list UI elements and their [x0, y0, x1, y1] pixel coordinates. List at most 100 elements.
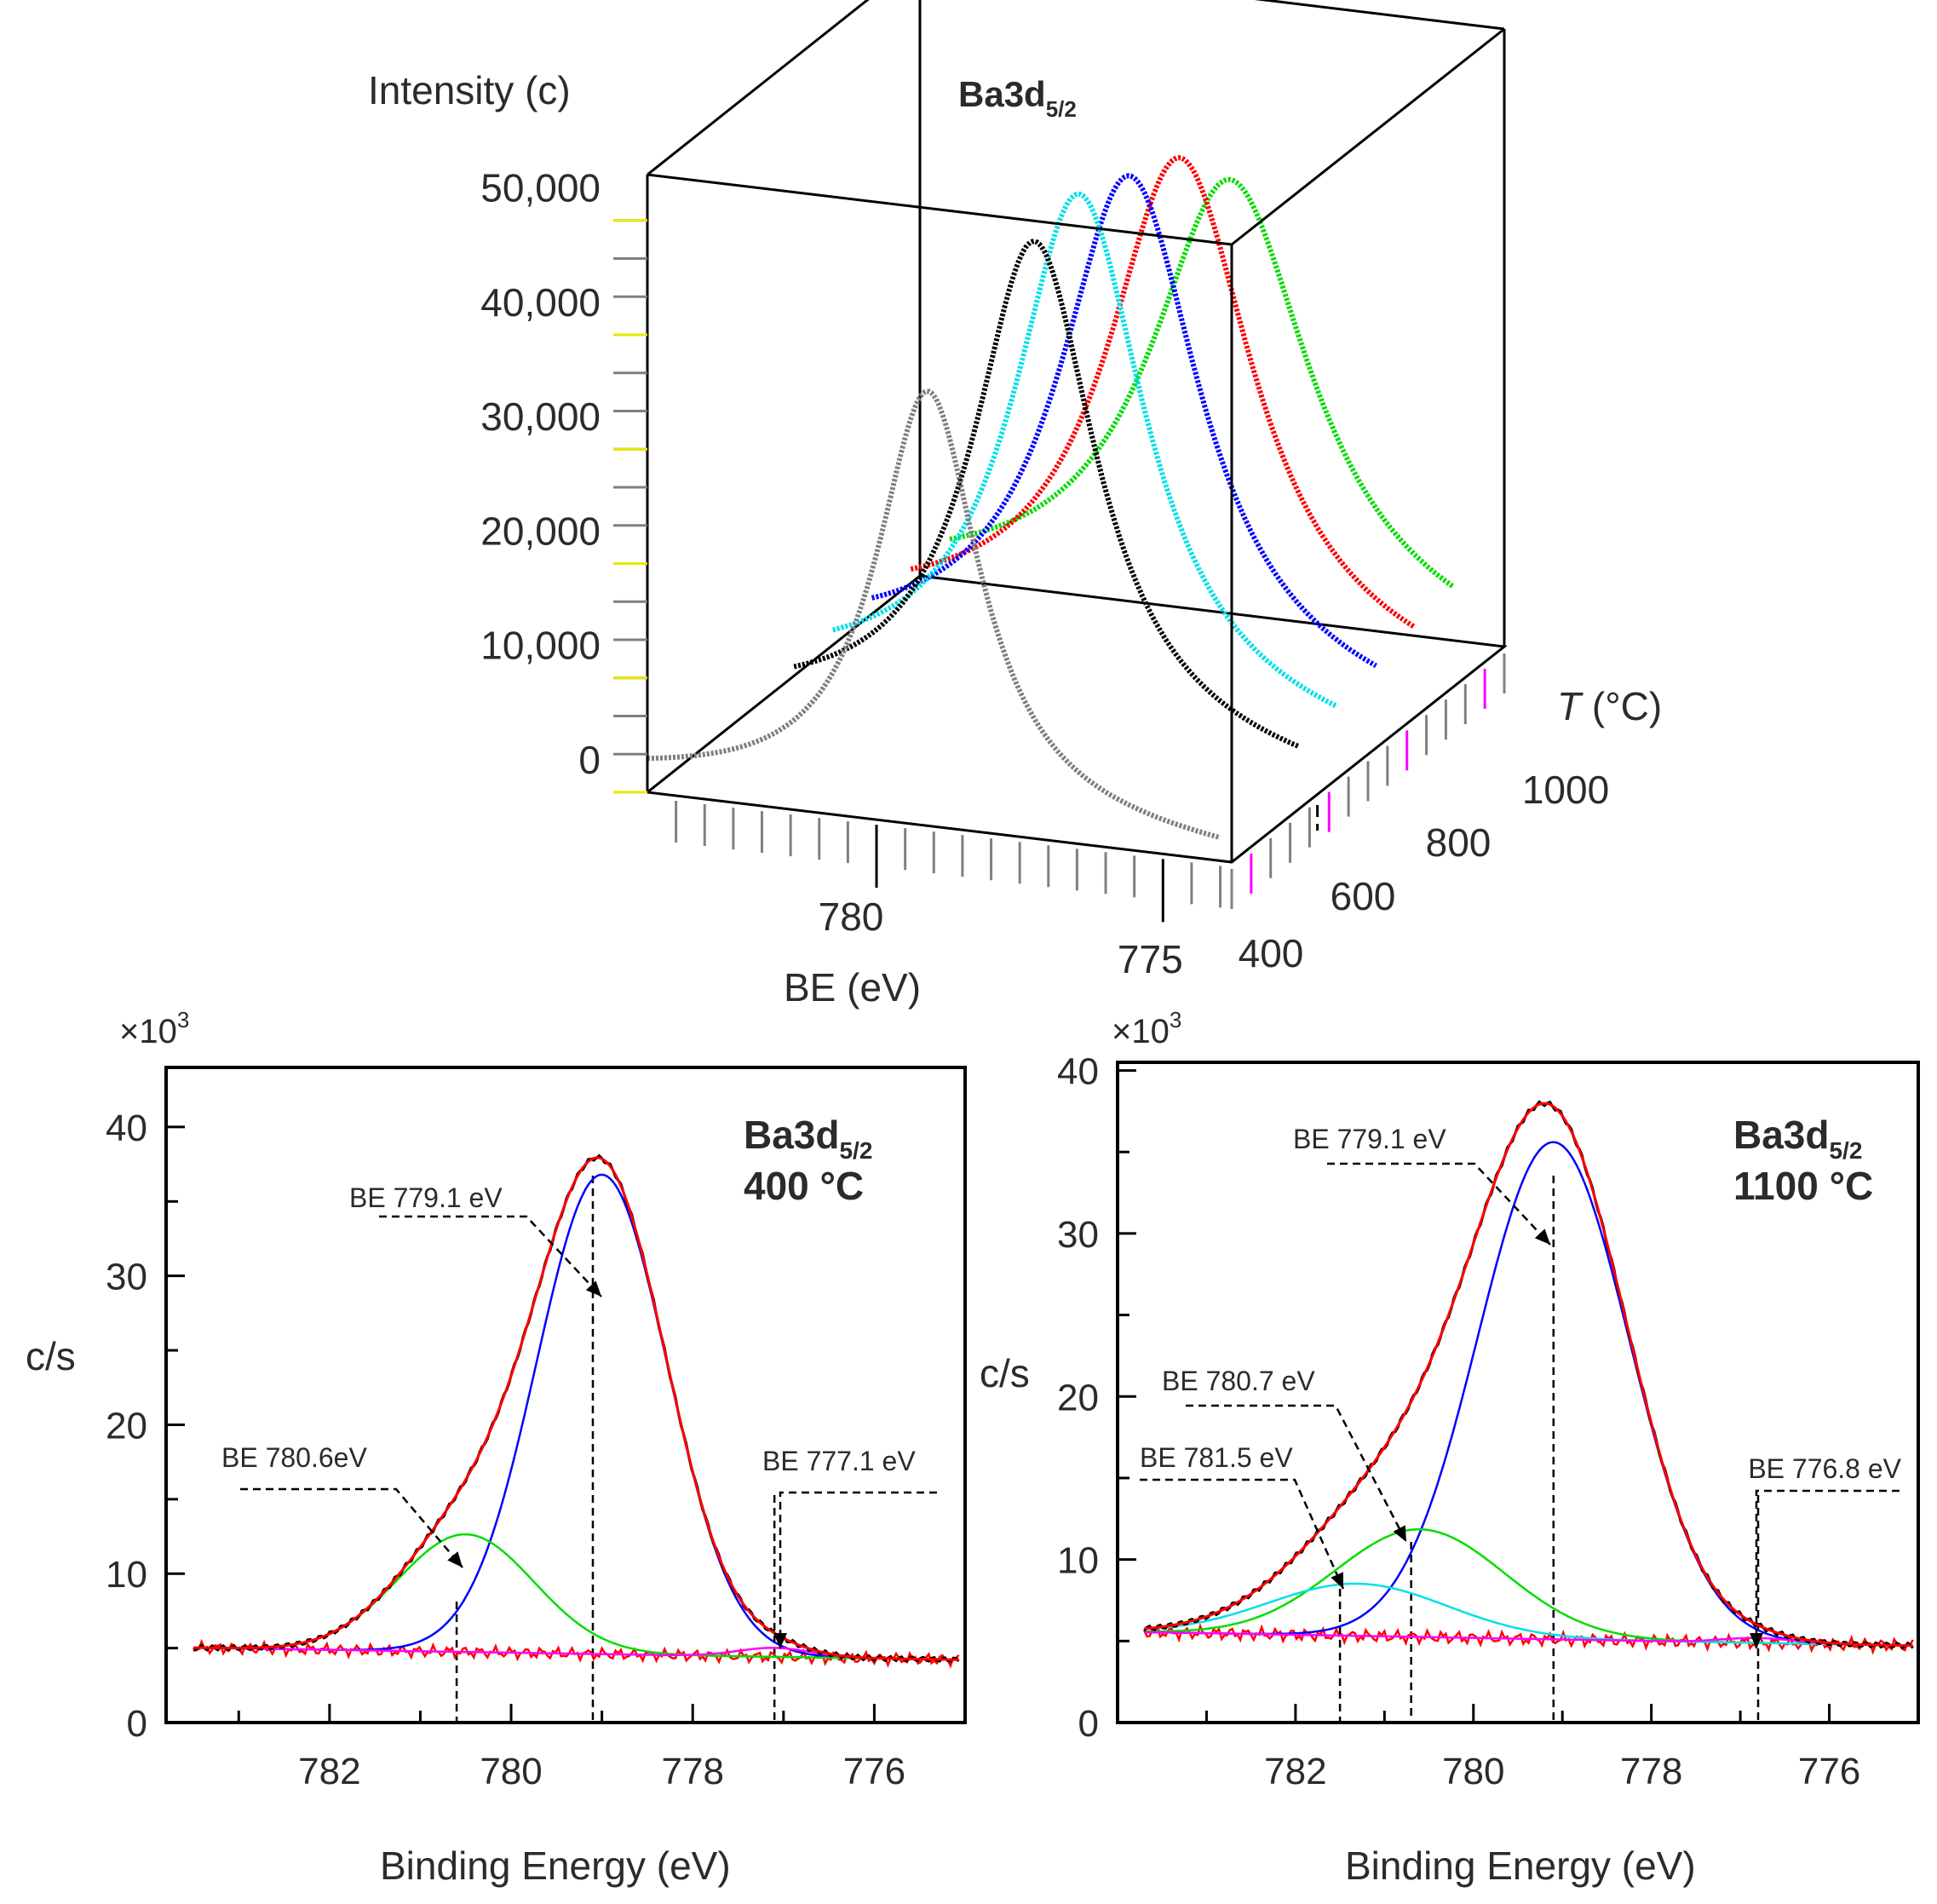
annotation-label: BE 779.1 eV: [1293, 1124, 1446, 1154]
annotation-arrowhead: [773, 1633, 787, 1648]
annotations: BE 780.6eV BE 779.1 eV BE 777.1 eV: [221, 1182, 937, 1648]
chart-title: Ba3d5/2: [958, 74, 1077, 122]
multiplier-label: ×103: [119, 1007, 189, 1050]
annotation-arrowhead: [1331, 1572, 1343, 1589]
annotation-arrowhead: [1534, 1228, 1550, 1245]
waterfall-3d-chart: 0 10,000 20,000 30,000 40,000 50,000 780 775 400…: [368, 0, 1662, 1010]
y-tick-label: 10: [106, 1554, 147, 1596]
panel-temperature: 1100 °C: [1733, 1164, 1873, 1208]
annotation-leader: [379, 1215, 602, 1297]
left-top-edge: [647, 0, 870, 176]
y-tick-label: 40,000: [480, 280, 601, 325]
front-top-edge: [647, 173, 1233, 246]
spectrum-600C: [793, 239, 1300, 749]
x-tick-label: 778: [1620, 1751, 1682, 1792]
z-tick-label: 400: [1239, 931, 1304, 975]
annotation-leader: [1327, 1162, 1551, 1245]
annotation-label: BE 780.6eV: [221, 1442, 367, 1473]
annotation-leader: [240, 1487, 463, 1568]
y-tick-label: 0: [1078, 1703, 1099, 1745]
envelope-fit: [1144, 1102, 1913, 1648]
axis-ticks: 0 10 20 30 40 782 780 778 776: [1057, 1051, 1920, 1792]
x-tick-label: 775: [1118, 937, 1183, 981]
annotation-leader: [779, 1491, 937, 1648]
panel-1100C: 0 10 20 30 40 782 780 778 776 BE 779.1 eV BE 780.…: [980, 1007, 1920, 1888]
annotation-arrowhead: [585, 1280, 601, 1297]
right-top-edge: [1231, 27, 1505, 246]
component-776-8: [1144, 1631, 1913, 1647]
fit-curves: [1143, 1100, 1914, 1655]
plot-frame: [1116, 1061, 1920, 1724]
z-tick-label: 800: [1426, 820, 1492, 865]
y-tick-label: 20: [1057, 1377, 1099, 1418]
panel-temperature: 400 °C: [744, 1164, 864, 1208]
x-tick-label: 780: [1442, 1751, 1504, 1792]
y-axis-title: c/s: [980, 1351, 1030, 1395]
z-axis-title-unit: (°C): [1581, 684, 1662, 728]
y-axis-title: Intensity (c): [368, 68, 571, 112]
x-tick-label: 776: [843, 1751, 905, 1792]
chart-title-main: Ba3d: [958, 74, 1046, 114]
x-tick-label: 782: [1264, 1751, 1326, 1792]
x-tick-label: 780: [819, 894, 884, 939]
back-top-edge: [1254, 0, 1505, 31]
fit-curves: [193, 1153, 960, 1669]
z-tick-label: 1000: [1522, 768, 1609, 812]
x-axis-title: Binding Energy (eV): [1345, 1844, 1696, 1888]
x-axis-title: BE (eV): [784, 965, 921, 1010]
spectrum-700C: [832, 191, 1339, 709]
y-axis-title: c/s: [26, 1334, 76, 1378]
z-axis-title: T (°C): [1557, 684, 1662, 728]
envelope-fit: [193, 1156, 959, 1661]
plot-frame: [164, 1066, 967, 1724]
measured-spectrum: [193, 1153, 960, 1663]
panel-400C: 0 10 20 30 40 782 780 778 776 BE 780.6eV BE 779.1…: [26, 1007, 967, 1888]
z-axis-title-italic: T: [1557, 684, 1584, 728]
annotation-arrowhead: [447, 1551, 463, 1567]
y-tick-label: 40: [1057, 1051, 1099, 1093]
annotation-arrowhead: [1750, 1633, 1763, 1648]
x-tick-label: 780: [480, 1751, 542, 1792]
annotations: BE 779.1 eV BE 780.7 eV BE 781.5 eV BE 776.…: [1140, 1124, 1902, 1648]
axis-ticks: 0 10,000 20,000 30,000 40,000 50,000 780 775 400…: [480, 166, 1609, 981]
y-tick-label: 30,000: [480, 394, 601, 439]
annotation-label: BE 777.1 eV: [762, 1446, 916, 1476]
y-tick-label: 0: [127, 1703, 147, 1745]
multiplier-label: ×103: [1112, 1007, 1181, 1050]
chart-title-subscript: 5/2: [1046, 96, 1077, 122]
panel-title: Ba3d5/2: [1733, 1113, 1862, 1164]
x-axis-title: Binding Energy (eV): [380, 1844, 731, 1888]
y-tick-label: 30: [1057, 1214, 1099, 1256]
annotation-droplines: [455, 1176, 776, 1723]
box-floor: [644, 574, 1508, 864]
box-front-edges: [646, 27, 1505, 862]
x-tick-label: 776: [1798, 1751, 1860, 1792]
spectrum-1000C: [949, 176, 1456, 590]
annotation-label: BE 776.8 eV: [1748, 1453, 1901, 1484]
panel-title: Ba3d5/2: [744, 1113, 872, 1164]
y-tick-label: 20,000: [480, 509, 601, 553]
annotation-leader: [1755, 1489, 1900, 1648]
y-tick-label: 0: [578, 738, 601, 782]
box-back-edges: [647, 0, 1506, 647]
annotation-arrowhead: [1393, 1525, 1406, 1542]
annotation-droplines: [1338, 1176, 1760, 1723]
y-tick-label: 50,000: [480, 166, 601, 210]
spectra-curves: [647, 155, 1456, 841]
y-tick-label: 20: [106, 1405, 147, 1447]
y-tick-label: 10,000: [480, 624, 601, 668]
x-tick-label: 782: [298, 1751, 360, 1792]
axis-ticks: 0 10 20 30 40 782 780 778 776: [106, 1107, 967, 1792]
y-tick-label: 30: [106, 1257, 147, 1298]
floor-outline: [644, 574, 1508, 864]
component-781-5: [1144, 1582, 1913, 1647]
annotation-leader: [1140, 1478, 1345, 1590]
component-779-1: [193, 1173, 959, 1661]
annotation-label: BE 779.1 eV: [349, 1182, 503, 1213]
spectrum-400C: [647, 388, 1221, 841]
y-tick-label: 10: [1057, 1540, 1099, 1582]
y-tick-label: 40: [106, 1107, 147, 1149]
annotation-label: BE 780.7 eV: [1162, 1366, 1315, 1396]
spectrum-800C: [871, 173, 1377, 669]
